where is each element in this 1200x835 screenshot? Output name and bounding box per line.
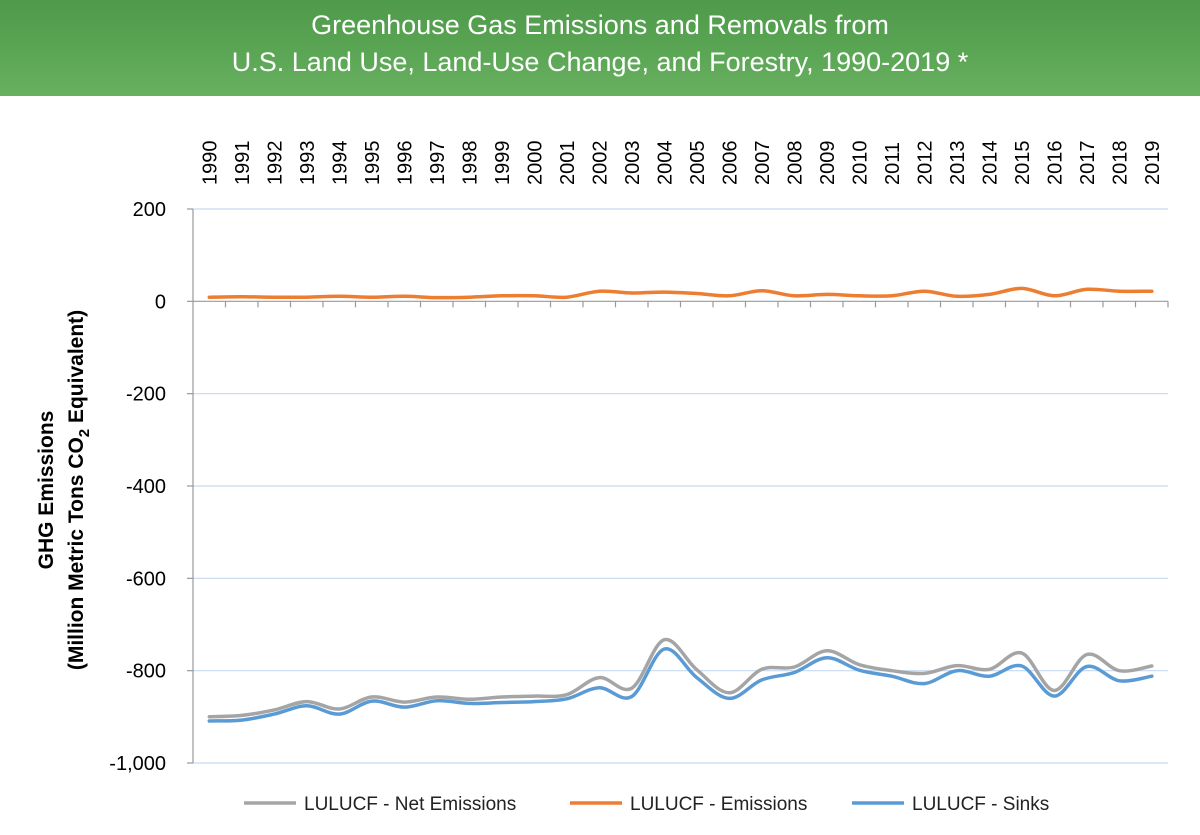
axes: [187, 208, 1169, 764]
x-tick-label: 1991: [232, 141, 254, 186]
series-line-lulucf-net-emissions: [207, 637, 1154, 719]
x-tick-label: 1999: [492, 141, 514, 186]
x-tick-label: 1992: [264, 141, 286, 186]
y-axis-label-line1: GHG Emissions: [35, 411, 58, 570]
y-tick-label: 200: [133, 199, 166, 221]
x-tick-label: 2007: [752, 141, 774, 186]
x-tick-label: 2008: [784, 141, 806, 186]
x-tick-label: 1993: [297, 141, 319, 186]
y-tick-label: -600: [126, 568, 166, 590]
x-tick-labels: 1990 1991 1992 1993 1994 1995 1996 1997 1998 1999…: [199, 141, 1164, 186]
x-tick-label: 2010: [849, 141, 871, 186]
x-tick-label: 2018: [1109, 141, 1131, 186]
x-tick-label: 1998: [459, 141, 481, 186]
series-lines: [207, 286, 1154, 723]
x-tick-label: 1990: [199, 141, 221, 186]
y-tick-label: -200: [126, 384, 166, 406]
x-tick-label: 1995: [362, 141, 384, 186]
y-tick-label: -1,000: [109, 753, 166, 775]
x-tick-label: 2017: [1077, 141, 1099, 186]
x-tick-label: 2011: [882, 142, 904, 185]
x-tick-label: 1996: [394, 141, 416, 186]
x-tick-label: 1994: [329, 141, 351, 186]
x-tick-label: 2012: [914, 141, 936, 186]
legend-label: LULUCF - Sinks: [912, 794, 1049, 815]
y-tick-label: -800: [126, 661, 166, 683]
x-tick-label: 2013: [947, 141, 969, 186]
x-tick-label: 2014: [979, 141, 1001, 186]
x-tick-label: 2000: [524, 141, 546, 186]
x-tick-label: 2004: [654, 141, 676, 186]
chart-title-line2: U.S. Land Use, Land-Use Change, and Fore…: [231, 47, 969, 77]
y-tick-label: -400: [126, 476, 166, 498]
legend: LULUCF - Net Emissions LULUCF - Emissions…: [244, 794, 1049, 815]
x-tick-label: 2019: [1142, 141, 1164, 186]
chart-title-line1: Greenhouse Gas Emissions and Removals fr…: [311, 10, 889, 40]
series-line-lulucf-emissions: [207, 286, 1154, 300]
legend-label: LULUCF - Net Emissions: [304, 794, 516, 815]
legend-label: LULUCF - Emissions: [630, 794, 807, 815]
y-axis-label-line2: (Million Metric Tons CO2 Equivalent): [65, 310, 93, 670]
x-tick-label: 2006: [719, 141, 741, 186]
x-tick-label: 2009: [817, 141, 839, 186]
y-tick-labels: 200 0 -200 -400 -600 -800 -1,000: [109, 199, 166, 775]
x-tick-label: 2001: [557, 141, 579, 186]
x-tick-label: 2015: [1012, 141, 1034, 186]
x-tick-label: 2005: [687, 141, 709, 186]
y-tick-label: 0: [155, 291, 166, 313]
x-tick-label: 2002: [589, 141, 611, 186]
x-tick-label: 2016: [1044, 141, 1066, 186]
x-tick-label: 2003: [622, 141, 644, 186]
title-banner: Greenhouse Gas Emissions and Removals fr…: [0, 0, 1200, 96]
x-tick-label: 1997: [427, 141, 449, 186]
series-line-lulucf-sinks: [207, 647, 1154, 723]
